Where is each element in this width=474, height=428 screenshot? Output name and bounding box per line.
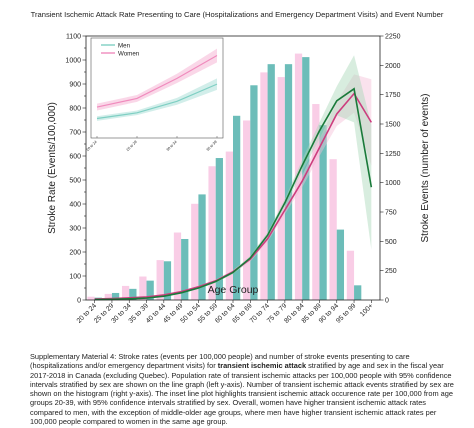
left-y-tick-label: 1000 [65,58,81,65]
bar-women [87,296,95,300]
left-y-tick-label: 900 [69,82,81,89]
bar-women [173,232,182,300]
left-y-tick-label: 100 [69,274,81,281]
left-y-tick-label: 500 [69,178,81,185]
right-y-tick-label: 500 [385,239,397,246]
right-y-tick-label: 1250 [385,151,401,158]
bar-men [181,238,189,300]
bar-women [243,120,251,300]
right-y-axis-title: Stroke Events (number of events) [420,94,431,243]
bar-men [129,288,137,300]
right-y-tick-label: 2000 [385,63,401,70]
bar-men [215,158,223,300]
caption-text-2: stratified by age and sex in the fiscal … [30,361,454,427]
left-y-tick-label: 400 [69,202,81,209]
rate-line-men [94,87,373,301]
bar-men [233,115,241,300]
right-y-tick-label: 250 [385,268,397,275]
left-y-tick-label: 0 [77,298,81,305]
axes-layer: 0 100 200 300 400 500 600 700 800 900 1000 1100 0 250… [47,34,431,325]
right-y-tick-label: 0 [385,298,389,305]
inset-legend-label: Men [118,42,131,49]
x-axis-title: Age Group [208,284,259,296]
inset-x-tick-label: 30 to 34 [166,140,178,152]
caption-bold-term: transient ischemic attack [217,361,307,371]
left-y-tick-label: 600 [69,154,81,161]
bar-men [163,261,172,300]
bar-men [319,125,327,300]
bar-men [354,285,362,300]
bar-women [191,203,199,300]
inset-legend-label: Women [118,50,140,57]
bar-men [336,229,345,300]
bar-women [260,72,268,301]
x-tick-label: 100+ [359,302,375,318]
right-y-tick-label: 2250 [385,34,401,41]
bar-men [146,280,154,300]
bar-women [312,104,320,300]
bar-men [250,85,258,300]
inset-x-tick-label: 35 to 39 [206,140,218,152]
x-tick-label: 95 to 99 [335,302,357,324]
inset-line-men [96,83,218,120]
chart-title: Transient Ischemic Attack Rate Presentin… [30,10,444,19]
bar-women [277,77,285,300]
bar-men [267,64,275,300]
bar-women [346,250,355,300]
line-layer [94,87,373,301]
bar-men [111,292,120,300]
left-y-tick-label: 200 [69,250,81,257]
bar-women [139,276,147,300]
figure-caption: Supplementary Material 4: Stroke rates (… [30,352,455,426]
bar-women [329,159,337,300]
bar-men [302,57,310,301]
left-y-tick-label: 300 [69,226,81,233]
bar-women [225,151,233,300]
bar-women [156,260,164,300]
inset-x-tick-label: 20 to 24 [86,140,98,152]
right-y-tick-label: 1750 [385,92,401,99]
bar-men [284,64,293,300]
inset-line-women [96,54,218,108]
right-y-tick-label: 1500 [385,122,401,129]
inset-x-tick-label: 25 to 29 [126,140,138,152]
left-y-tick-label: 1100 [66,34,81,41]
ci-band-men [94,55,372,300]
bar-men [198,194,206,300]
right-y-tick-label: 750 [385,210,397,217]
caption-text-1: Supplementary Material 4: Stroke rates (… [30,352,410,371]
bar-women [208,166,216,300]
bar-women [121,285,130,300]
right-y-tick-label: 1000 [385,180,401,187]
left-y-tick-label: 800 [69,106,81,113]
left-y-tick-label: 700 [69,130,81,137]
chart: 20 to 24 25 to 29 30 to 34 35 to 39 MenWomen… [47,34,431,325]
left-y-axis-title: Stroke Rate (Events/100,000) [47,102,58,234]
bar-women [104,293,112,300]
bar-women [294,53,303,300]
bar-layer [87,53,362,301]
